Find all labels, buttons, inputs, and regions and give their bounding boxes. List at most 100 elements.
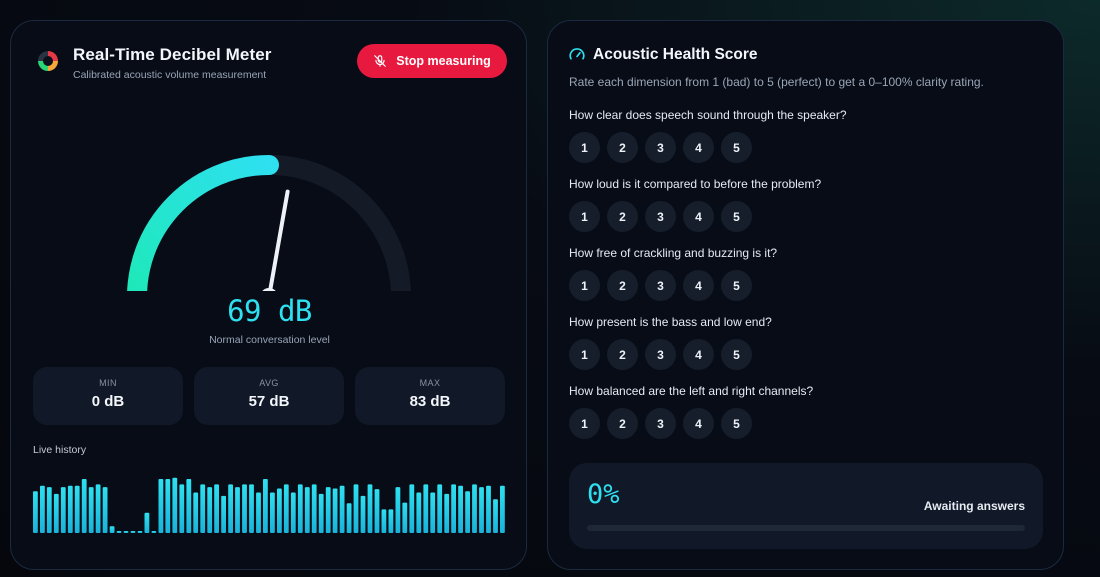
- rating-option-3[interactable]: 3: [645, 270, 676, 301]
- rating-option-1[interactable]: 1: [569, 132, 600, 163]
- rating-option-3[interactable]: 3: [645, 408, 676, 439]
- history-bar: [479, 487, 484, 533]
- rating-option-1[interactable]: 1: [569, 408, 600, 439]
- rating-option-2[interactable]: 2: [607, 132, 638, 163]
- history-bar: [290, 492, 296, 533]
- history-label: Live history: [33, 444, 87, 456]
- rating-option-2[interactable]: 2: [607, 270, 638, 301]
- rating-option-2[interactable]: 2: [607, 339, 638, 370]
- history-bar: [74, 485, 80, 533]
- history-bar: [388, 509, 394, 533]
- stat-min: MIN 0 dB: [33, 367, 183, 425]
- history-bar: [60, 487, 66, 533]
- rating-option-3[interactable]: 3: [645, 132, 676, 163]
- history-bar: [88, 487, 94, 533]
- history-bar: [263, 479, 268, 533]
- rating-option-5[interactable]: 5: [721, 201, 752, 232]
- stop-measuring-button[interactable]: Stop measuring: [357, 44, 507, 78]
- decibel-reading: 69 dB: [227, 294, 312, 328]
- history-bar: [444, 493, 450, 533]
- stat-min-value: 0 dB: [91, 393, 125, 410]
- rating-option-4[interactable]: 4: [683, 339, 714, 370]
- history-bar: [67, 485, 73, 533]
- history-bar: [381, 509, 387, 533]
- history-bar: [297, 484, 303, 533]
- level-description: Normal conversation level: [209, 334, 330, 346]
- history-bar: [186, 479, 192, 533]
- history-bar: [158, 479, 164, 533]
- stat-max: MAX 83 dB: [355, 367, 505, 425]
- rating-option-4[interactable]: 4: [683, 270, 714, 301]
- history-bar: [33, 491, 38, 533]
- history-bar: [430, 492, 436, 533]
- history-bar: [374, 489, 380, 533]
- history-bar: [53, 493, 59, 533]
- history-bar: [458, 485, 463, 533]
- gauge-fill: [127, 155, 279, 291]
- history-bar: [165, 479, 171, 533]
- meter-title: Real-Time Decibel Meter: [73, 45, 272, 64]
- rating-option-2[interactable]: 2: [607, 201, 638, 232]
- history-bar: [228, 484, 233, 533]
- stat-min-label: MIN: [99, 378, 117, 388]
- rating-option-5[interactable]: 5: [721, 339, 752, 370]
- history-bar: [332, 488, 338, 533]
- history-bar: [102, 487, 108, 533]
- meter-subtitle: Calibrated acoustic volume measurement: [73, 69, 267, 81]
- stat-avg-value: 57 dB: [248, 393, 290, 410]
- gauge-icon: [568, 46, 586, 69]
- history-bar: [437, 484, 443, 533]
- history-bar: [249, 484, 254, 533]
- gauge-track: [127, 154, 411, 291]
- history-bar: [353, 484, 359, 533]
- rating-option-3[interactable]: 3: [645, 201, 676, 232]
- gauge-needle: [268, 189, 290, 291]
- rating-option-2[interactable]: 2: [607, 408, 638, 439]
- history-bar: [221, 495, 226, 533]
- score-card: 0% Awaiting answers: [569, 463, 1043, 549]
- question-2-label: How loud is it compared to before the pr…: [569, 177, 822, 191]
- history-bar: [465, 491, 470, 533]
- history-bar: [200, 484, 206, 533]
- rating-option-4[interactable]: 4: [683, 201, 714, 232]
- history-bar: [144, 512, 150, 533]
- history-bar: [304, 487, 310, 533]
- stat-avg: AVG 57 dB: [194, 367, 344, 425]
- rating-option-1[interactable]: 1: [569, 201, 600, 232]
- history-bar: [486, 485, 491, 533]
- rating-option-5[interactable]: 5: [721, 132, 752, 163]
- history-bar: [137, 531, 143, 533]
- health-description: Rate each dimension from 1 (bad) to 5 (p…: [569, 75, 984, 89]
- rating-option-1[interactable]: 1: [569, 339, 600, 370]
- stop-measuring-label: Stop measuring: [396, 54, 491, 68]
- history-bar: [123, 531, 129, 533]
- acoustic-health-panel: Acoustic Health Score Rate each dimensio…: [547, 20, 1064, 570]
- rating-option-4[interactable]: 4: [683, 408, 714, 439]
- rating-option-5[interactable]: 5: [721, 408, 752, 439]
- rating-option-1[interactable]: 1: [569, 270, 600, 301]
- history-bar: [402, 502, 408, 533]
- history-bar: [500, 485, 505, 533]
- rating-option-4[interactable]: 4: [683, 132, 714, 163]
- score-progress-track: [587, 525, 1025, 531]
- stat-max-label: MAX: [419, 378, 441, 388]
- rating-option-3[interactable]: 3: [645, 339, 676, 370]
- stat-avg-label: AVG: [259, 378, 279, 388]
- history-bar: [339, 485, 345, 533]
- question-3-label: How free of crackling and buzzing is it?: [569, 246, 778, 260]
- history-bar: [172, 477, 178, 533]
- question-5-label: How balanced are the left and right chan…: [569, 384, 814, 398]
- history-bar: [395, 487, 401, 533]
- history-bar: [214, 484, 219, 533]
- history-bar: [367, 484, 373, 533]
- history-bar: [346, 503, 352, 533]
- history-bar: [360, 495, 366, 533]
- rating-option-5[interactable]: 5: [721, 270, 752, 301]
- history-bar: [451, 484, 456, 533]
- history-bar: [130, 531, 136, 533]
